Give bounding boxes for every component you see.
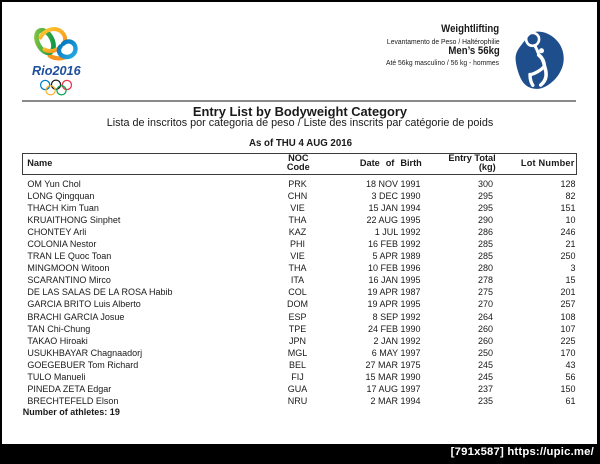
svg-text:Rio2016: Rio2016 xyxy=(32,64,82,78)
